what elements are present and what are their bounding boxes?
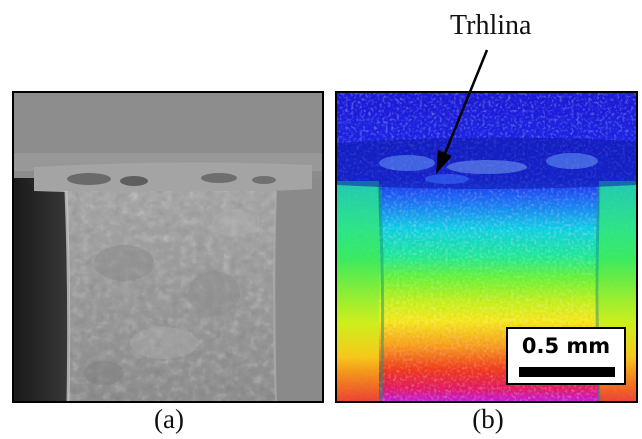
scale-bar-line (519, 367, 615, 377)
panel-a-grayscale-photo (12, 91, 324, 403)
caption-panel-b: (b) (472, 404, 504, 434)
scale-bar-label: 0.5 mm (521, 334, 611, 358)
scale-bar-box: 0.5 mm (506, 327, 626, 385)
specimen-photo-grayscale (14, 93, 322, 401)
caption-panel-a: (a) (154, 404, 184, 434)
crack-annotation-arrow (436, 49, 489, 174)
crack-annotation-label: Trhlina (450, 10, 532, 41)
